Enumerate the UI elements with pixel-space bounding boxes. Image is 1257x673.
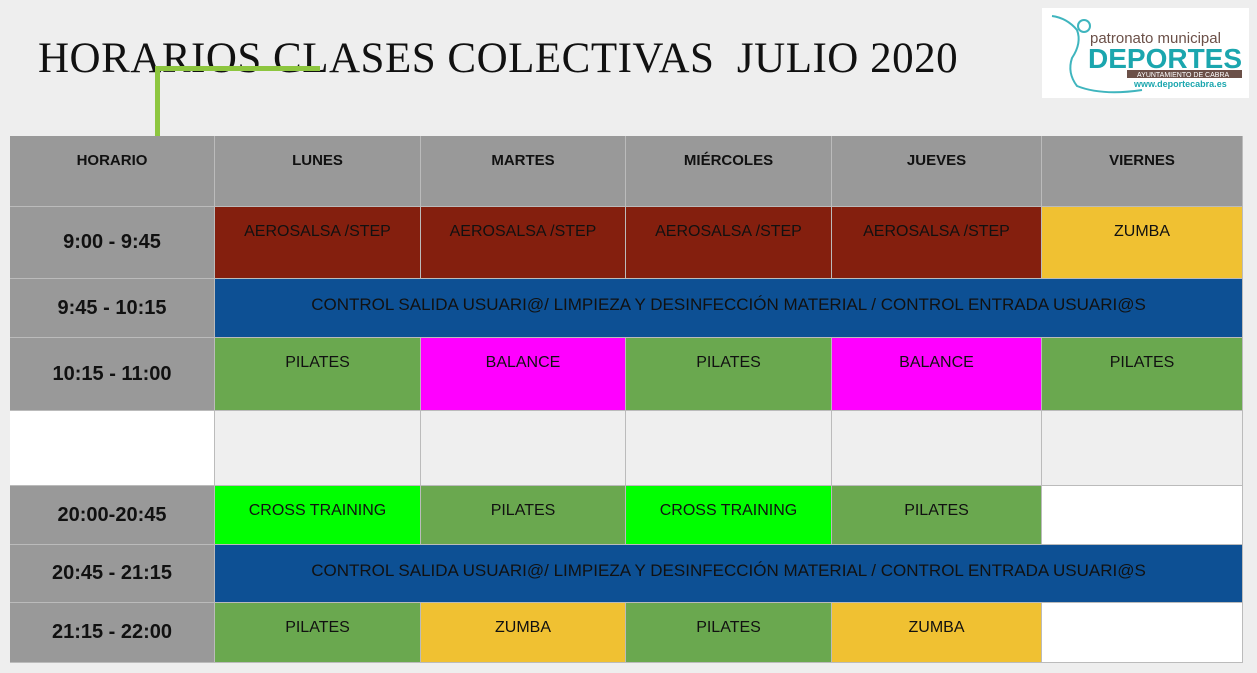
column-header: MARTES bbox=[421, 136, 626, 207]
schedule-table: HORARIO LUNES MARTES MIÉRCOLES JUEVES VIERNES… bbox=[10, 136, 1243, 663]
class-cell: CROSS TRAINING bbox=[626, 486, 832, 545]
deportes-logo: patronato municipal DEPORTES AYUNTAMIENT… bbox=[1042, 8, 1249, 98]
decorative-line bbox=[155, 66, 160, 136]
class-cell: AEROSALSA /STEP bbox=[215, 207, 421, 279]
class-cell bbox=[626, 411, 832, 486]
class-cell: ZUMBA bbox=[1042, 207, 1243, 279]
class-cell: AEROSALSA /STEP bbox=[832, 207, 1042, 279]
class-cell: PILATES bbox=[1042, 338, 1243, 411]
class-cell bbox=[1042, 603, 1243, 663]
time-slot: 9:00 - 9:45 bbox=[10, 207, 215, 279]
class-cell: PILATES bbox=[421, 486, 626, 545]
page-title: HORARIOS CLASES COLECTIVAS JULIO 2020 bbox=[38, 35, 959, 82]
column-header: JUEVES bbox=[832, 136, 1042, 207]
column-header: LUNES bbox=[215, 136, 421, 207]
class-cell bbox=[832, 411, 1042, 486]
class-cell: ZUMBA bbox=[421, 603, 626, 663]
time-slot: 20:00-20:45 bbox=[10, 486, 215, 545]
class-cell bbox=[1042, 486, 1243, 545]
logo-line3: AYUNTAMIENTO DE CABRA bbox=[1137, 72, 1230, 79]
column-header: HORARIO bbox=[10, 136, 215, 207]
class-cell bbox=[421, 411, 626, 486]
decorative-line bbox=[155, 66, 320, 71]
class-cell bbox=[1042, 411, 1243, 486]
logo-line2: DEPORTES bbox=[1088, 43, 1242, 74]
class-cell: PILATES bbox=[626, 603, 832, 663]
column-header: MIÉRCOLES bbox=[626, 136, 832, 207]
class-cell: ZUMBA bbox=[832, 603, 1042, 663]
class-cell: CONTROL SALIDA USUARI@/ LIMPIEZA Y DESIN… bbox=[215, 545, 1243, 603]
logo-line1: patronato municipal bbox=[1090, 30, 1221, 47]
column-header: VIERNES bbox=[1042, 136, 1243, 207]
logo-line4: www.deportecabra.es bbox=[1133, 79, 1227, 89]
class-cell: BALANCE bbox=[421, 338, 626, 411]
class-cell: PILATES bbox=[215, 603, 421, 663]
time-slot: 10:15 - 11:00 bbox=[10, 338, 215, 411]
class-cell: PILATES bbox=[626, 338, 832, 411]
class-cell bbox=[215, 411, 421, 486]
class-cell: AEROSALSA /STEP bbox=[626, 207, 832, 279]
class-cell: CONTROL SALIDA USUARI@/ LIMPIEZA Y DESIN… bbox=[215, 279, 1243, 338]
class-cell: PILATES bbox=[215, 338, 421, 411]
time-slot: 9:45 - 10:15 bbox=[10, 279, 215, 338]
time-slot: 20:45 - 21:15 bbox=[10, 545, 215, 603]
class-cell: PILATES bbox=[832, 486, 1042, 545]
class-cell: BALANCE bbox=[832, 338, 1042, 411]
time-slot bbox=[10, 411, 215, 486]
time-slot: 21:15 - 22:00 bbox=[10, 603, 215, 663]
class-cell: AEROSALSA /STEP bbox=[421, 207, 626, 279]
class-cell: CROSS TRAINING bbox=[215, 486, 421, 545]
